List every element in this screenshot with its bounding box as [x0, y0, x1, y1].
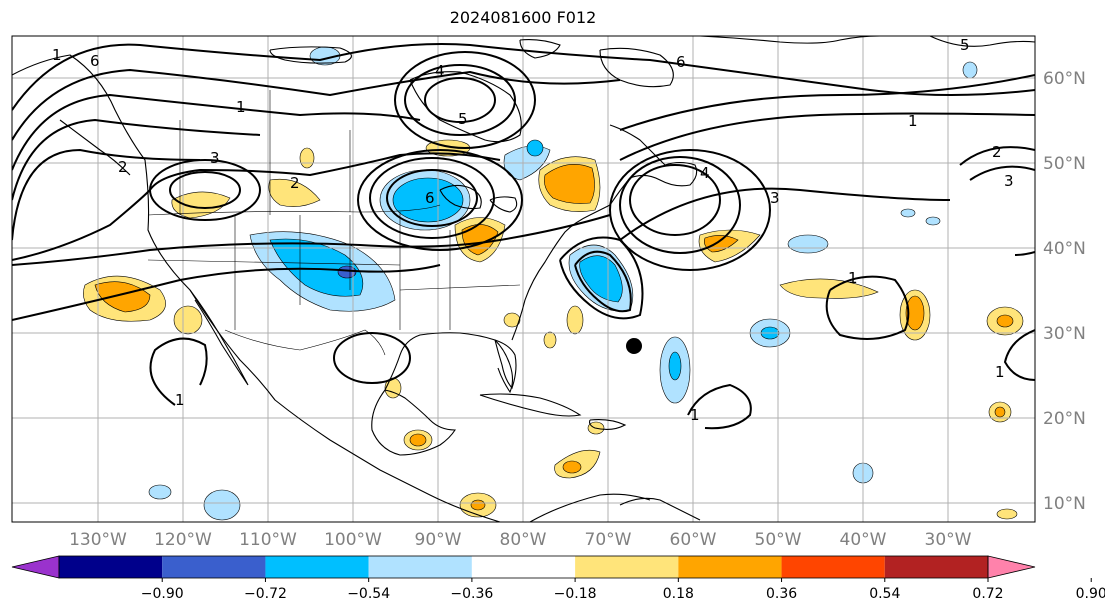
positive-anomaly: [299, 147, 315, 169]
negative-anomaly: [579, 255, 623, 303]
contour-label: 4: [435, 62, 445, 80]
positive-anomaly: [562, 460, 582, 474]
contour-label: 1: [175, 391, 185, 409]
colorbar-extend-high: [987, 555, 1036, 579]
colorbar-tick-label: −0.90: [141, 586, 184, 602]
positive-anomaly: [779, 278, 879, 299]
positive-anomaly: [996, 508, 1018, 520]
longitude-label: 90°W: [415, 530, 462, 550]
latitude-labels: 60°N 50°N 40°N 30°N 20°N 10°N: [1043, 69, 1086, 514]
contour-label: 1: [908, 112, 918, 130]
longitude-label: 120°W: [154, 530, 212, 550]
contour-label: 4: [700, 164, 710, 182]
colorbar-tick-label: 0.90: [1076, 586, 1105, 602]
longitude-label: 60°W: [670, 530, 717, 550]
colorbar-tick-label: 0.18: [663, 586, 694, 602]
longitude-label: 110°W: [239, 530, 297, 550]
negative-anomaly: [148, 484, 172, 500]
longitude-label: 130°W: [69, 530, 127, 550]
colorbar: −0.90 −0.72 −0.54 −0.36 −0.18 0.18 0.36 0.54 0.7…: [11, 555, 1105, 602]
colorbar-tick-label: −0.18: [554, 586, 597, 602]
map-title: 2024081600 F012: [449, 8, 597, 27]
colorbar-segment: [162, 556, 266, 578]
contour-label: 2: [290, 174, 300, 192]
latitude-label: 60°N: [1043, 69, 1086, 89]
colorbar-tick-label: 0.72: [972, 586, 1003, 602]
positive-anomaly: [173, 305, 203, 335]
map-frame: [11, 35, 1036, 523]
contour-label: 3: [1004, 172, 1014, 190]
colorbar-tick-label: −0.54: [347, 586, 390, 602]
contour-label: 5: [960, 36, 970, 54]
colorbar-tick-label: 0.54: [869, 586, 900, 602]
positive-anomaly: [171, 191, 231, 219]
negative-anomaly: [392, 177, 464, 223]
positive-anomaly: [409, 433, 427, 447]
positive-anomaly: [996, 314, 1014, 328]
latitude-label: 30°N: [1043, 324, 1086, 344]
longitude-label: 100°W: [324, 530, 382, 550]
shaded-anomaly-fields: [83, 46, 1024, 521]
colorbar-tick-label: −0.36: [450, 586, 493, 602]
positive-anomaly: [503, 312, 521, 328]
colorbar-segment: [781, 556, 885, 578]
negative-anomaly: [668, 351, 682, 381]
contour-label: 5: [458, 110, 468, 128]
positive-anomaly: [94, 281, 151, 313]
contour-label: 1: [995, 363, 1005, 381]
colorbar-segment: [884, 556, 988, 578]
contour-label: 1: [690, 406, 700, 424]
longitude-label: 40°W: [840, 530, 887, 550]
negative-anomaly: [900, 208, 916, 218]
latitude-label: 10°N: [1043, 494, 1086, 514]
contour-label: 6: [90, 52, 100, 70]
contour-label: 1: [848, 269, 858, 287]
negative-anomaly: [925, 216, 941, 226]
latitude-label: 50°N: [1043, 154, 1086, 174]
contour-label: 1: [52, 46, 62, 64]
positive-anomaly: [544, 163, 595, 204]
longitude-label: 70°W: [585, 530, 632, 550]
colorbar-tick-label: −0.72: [244, 586, 287, 602]
colorbar-segment: [678, 556, 782, 578]
colorbar-tick-label: 0.36: [766, 586, 797, 602]
latitude-label: 40°N: [1043, 239, 1086, 259]
contour-label: 1: [236, 98, 246, 116]
longitude-label: 30°W: [925, 530, 972, 550]
storm-position-marker: [626, 338, 642, 354]
positive-anomaly: [566, 305, 584, 335]
contour-lines: [12, 43, 1035, 430]
contour-label: 2: [992, 143, 1002, 161]
negative-anomaly: [962, 61, 978, 79]
positive-anomaly: [470, 499, 486, 511]
contour-label: 2: [118, 158, 128, 176]
negative-anomaly: [203, 489, 241, 521]
positive-anomaly: [994, 406, 1006, 418]
coastlines: [12, 36, 1035, 522]
longitude-label: 80°W: [500, 530, 547, 550]
colorbar-segment: [59, 556, 163, 578]
colorbar-segment: [575, 556, 679, 578]
negative-anomaly: [526, 139, 544, 157]
longitude-labels: 130°W 120°W 110°W 100°W 90°W 80°W 70°W 6…: [69, 530, 972, 550]
negative-anomaly: [787, 234, 829, 254]
contour-label: 3: [770, 189, 780, 207]
colorbar-frame: [58, 555, 989, 579]
contour-label: 3: [210, 149, 220, 167]
contour-labels: 6 1 2 3 4 5 6 1 2 3 4 5 6 1 2 3 1 1 1 1: [52, 36, 1014, 424]
contour-label: 6: [425, 189, 435, 207]
contour-label: 6: [676, 53, 686, 71]
colorbar-segment: [471, 556, 576, 578]
colorbar-segment: [265, 556, 369, 578]
positive-anomaly: [543, 331, 557, 349]
colorbar-segment: [368, 556, 472, 578]
latitude-label: 20°N: [1043, 409, 1086, 429]
longitude-label: 50°W: [755, 530, 802, 550]
colorbar-extend-low: [11, 555, 60, 579]
positive-anomaly: [905, 295, 925, 331]
